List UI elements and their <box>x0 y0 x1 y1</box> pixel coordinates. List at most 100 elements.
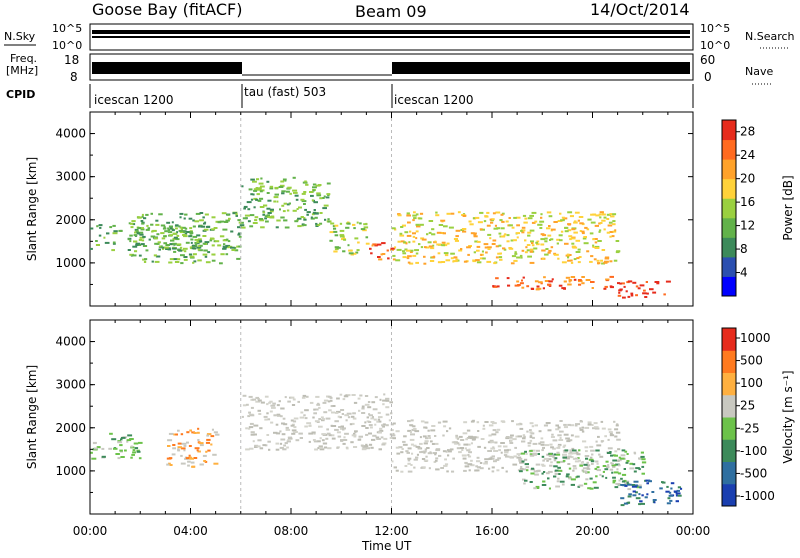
range-cell <box>609 451 612 453</box>
range-cell <box>258 413 262 415</box>
range-cell <box>324 218 327 221</box>
range-cell <box>488 457 493 460</box>
range-cell <box>595 475 598 478</box>
range-cell <box>222 239 228 242</box>
beam-title: Beam 09 <box>355 2 427 21</box>
range-cell <box>399 234 405 237</box>
range-cell <box>108 447 113 450</box>
range-cell <box>246 201 252 204</box>
range-cell <box>530 240 534 243</box>
range-cell <box>266 403 269 406</box>
range-cell <box>629 462 633 465</box>
range-cell <box>510 434 514 437</box>
range-cell <box>190 461 195 464</box>
range-cell <box>563 426 568 429</box>
range-cell <box>255 198 259 201</box>
range-cell <box>529 261 535 264</box>
range-cell <box>663 293 666 296</box>
nsearch-tick-top: 10^5 <box>700 22 730 35</box>
range-cell <box>419 223 424 226</box>
range-cell <box>411 452 414 455</box>
range-cell <box>390 423 394 426</box>
range-cell <box>503 445 506 448</box>
range-cell <box>270 404 276 407</box>
range-cell <box>257 409 261 412</box>
range-cell <box>569 424 575 427</box>
range-cell <box>211 216 216 219</box>
range-cell <box>186 431 190 434</box>
range-cell <box>538 281 543 284</box>
range-cell <box>294 220 299 223</box>
range-cell <box>158 248 161 251</box>
range-cell <box>468 245 472 247</box>
range-cell <box>340 439 344 442</box>
range-cell <box>167 439 173 442</box>
range-cell <box>438 224 444 226</box>
range-cell <box>494 441 498 444</box>
range-cell <box>612 465 616 468</box>
range-cell <box>550 246 554 249</box>
range-cell <box>210 435 215 438</box>
range-cell <box>431 443 435 445</box>
range-cell <box>407 457 412 460</box>
range-cell <box>382 403 385 406</box>
range-cell <box>405 450 409 453</box>
range-cell <box>339 427 344 430</box>
range-cell <box>594 467 598 470</box>
colorbar-tick-label: -100 <box>740 444 767 458</box>
range-cell <box>529 214 534 217</box>
range-cell <box>488 434 492 437</box>
range-cell <box>604 468 609 471</box>
range-cell <box>303 191 307 193</box>
range-cell <box>548 458 552 461</box>
range-cell <box>586 468 591 470</box>
range-cell <box>562 459 566 462</box>
range-cell <box>142 235 146 238</box>
range-cell <box>406 214 411 217</box>
range-cell <box>377 418 381 421</box>
range-cell <box>273 414 277 417</box>
range-cell <box>259 447 264 450</box>
range-cell <box>460 439 465 441</box>
range-cell <box>639 486 642 489</box>
range-cell <box>500 235 506 238</box>
range-cell <box>368 432 372 435</box>
range-cell <box>554 472 560 475</box>
range-cell <box>590 255 594 258</box>
range-cell <box>371 401 376 404</box>
range-cell <box>535 241 538 244</box>
range-cell <box>192 219 195 222</box>
range-cell <box>466 246 471 249</box>
range-cell <box>603 261 608 264</box>
range-cell <box>544 280 550 282</box>
range-cell <box>587 423 592 426</box>
range-cell <box>498 449 501 452</box>
range-cell <box>479 228 483 231</box>
range-cell <box>333 250 338 253</box>
range-cell <box>563 287 566 290</box>
range-cell <box>183 235 188 238</box>
range-cell <box>131 254 137 257</box>
range-cell <box>611 235 615 238</box>
range-cell <box>557 257 560 260</box>
colorbar-tick-label: 1000 <box>740 331 771 345</box>
range-cell <box>529 431 533 434</box>
range-cell <box>603 287 607 290</box>
range-cell <box>138 244 142 246</box>
range-cell <box>524 450 527 453</box>
range-cell <box>187 464 190 467</box>
range-cell <box>415 230 419 233</box>
range-cell <box>589 477 593 480</box>
range-cell <box>257 398 260 400</box>
range-cell <box>131 220 136 223</box>
range-cell <box>589 260 593 263</box>
range-cell <box>232 212 238 215</box>
range-cell <box>541 463 545 466</box>
range-cell <box>518 460 523 462</box>
range-cell <box>581 430 585 433</box>
range-cell <box>269 210 274 213</box>
range-cell <box>541 472 544 475</box>
range-cell <box>407 459 411 462</box>
range-cell <box>167 231 173 234</box>
range-cell <box>140 243 145 246</box>
